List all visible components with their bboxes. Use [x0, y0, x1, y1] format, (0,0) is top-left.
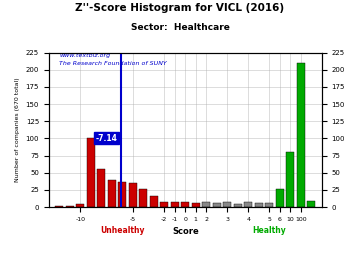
- Bar: [265, 203, 274, 207]
- Bar: [86, 139, 95, 207]
- Bar: [297, 63, 305, 207]
- Bar: [286, 152, 294, 207]
- Bar: [192, 203, 200, 207]
- Bar: [171, 202, 179, 207]
- Bar: [181, 202, 189, 207]
- Bar: [118, 182, 126, 207]
- Bar: [149, 196, 158, 207]
- X-axis label: Score: Score: [172, 227, 199, 236]
- Bar: [234, 204, 242, 207]
- Text: The Research Foundation of SUNY: The Research Foundation of SUNY: [59, 61, 167, 66]
- Text: www.textbiz.org: www.textbiz.org: [59, 53, 111, 58]
- Y-axis label: Number of companies (670 total): Number of companies (670 total): [15, 77, 20, 182]
- Text: Healthy: Healthy: [252, 226, 286, 235]
- Bar: [55, 206, 63, 207]
- Bar: [108, 180, 116, 207]
- Text: Unhealthy: Unhealthy: [100, 226, 144, 235]
- Bar: [307, 201, 315, 207]
- Bar: [160, 202, 168, 207]
- Text: -7.14: -7.14: [96, 134, 118, 143]
- Bar: [66, 206, 74, 207]
- Bar: [202, 202, 211, 207]
- Bar: [275, 188, 284, 207]
- Bar: [223, 202, 231, 207]
- Bar: [244, 202, 252, 207]
- Bar: [97, 169, 105, 207]
- Bar: [139, 188, 148, 207]
- Bar: [129, 183, 137, 207]
- Bar: [76, 204, 85, 207]
- Text: Sector:  Healthcare: Sector: Healthcare: [131, 23, 229, 32]
- Bar: [212, 203, 221, 207]
- Text: Z''-Score Histogram for VICL (2016): Z''-Score Histogram for VICL (2016): [76, 3, 284, 13]
- Bar: [255, 203, 263, 207]
